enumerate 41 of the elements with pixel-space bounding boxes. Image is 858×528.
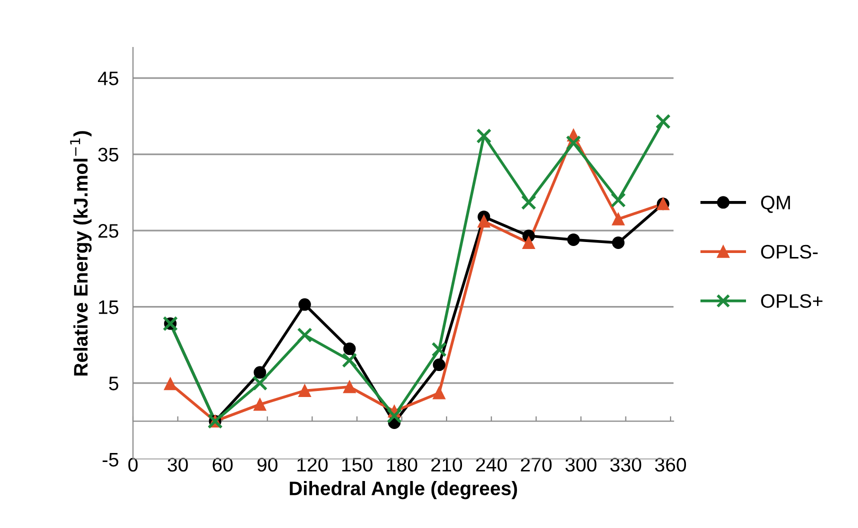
point bbox=[342, 352, 358, 368]
legend-label: QM bbox=[761, 196, 790, 213]
y-tick-label: 25 bbox=[98, 224, 118, 238]
legend-label: OPLS- bbox=[761, 244, 818, 259]
x-tick-label: 360 bbox=[655, 458, 686, 472]
x-axis-title: Dihedral Angle (degrees) bbox=[290, 481, 518, 500]
point bbox=[431, 342, 447, 358]
y-tick-label: 5 bbox=[109, 376, 118, 390]
point bbox=[343, 342, 356, 356]
point bbox=[432, 358, 446, 372]
point bbox=[432, 386, 446, 400]
point bbox=[655, 114, 671, 130]
x-tick-label: 240 bbox=[476, 458, 507, 472]
point bbox=[612, 236, 625, 250]
point bbox=[386, 408, 402, 424]
point bbox=[298, 298, 311, 311]
y-tick-label: 35 bbox=[98, 148, 118, 162]
point bbox=[476, 128, 492, 144]
y-axis-title: Relative Energy (kJ.mol$^{−1}$) bbox=[70, 131, 92, 376]
x-tick-label: 90 bbox=[257, 458, 278, 472]
point bbox=[252, 375, 268, 391]
point bbox=[254, 366, 266, 379]
y-tick-label: -5 bbox=[102, 453, 118, 467]
point bbox=[610, 192, 626, 208]
point bbox=[254, 398, 266, 411]
point bbox=[612, 212, 625, 226]
legend-label: OPLS+ bbox=[761, 294, 822, 308]
x-tick-label: 180 bbox=[387, 458, 418, 472]
x-tick-label: 60 bbox=[212, 458, 233, 472]
point bbox=[566, 135, 582, 150]
point bbox=[522, 236, 535, 250]
point bbox=[164, 378, 177, 390]
point bbox=[521, 194, 536, 210]
y-tick-label: 15 bbox=[98, 300, 118, 314]
point bbox=[567, 233, 580, 246]
point bbox=[297, 327, 312, 343]
y-tick-label: 45 bbox=[98, 72, 118, 86]
point bbox=[478, 215, 490, 228]
point bbox=[298, 384, 311, 397]
point bbox=[343, 380, 356, 394]
x-tick-label: 0 bbox=[128, 458, 138, 472]
